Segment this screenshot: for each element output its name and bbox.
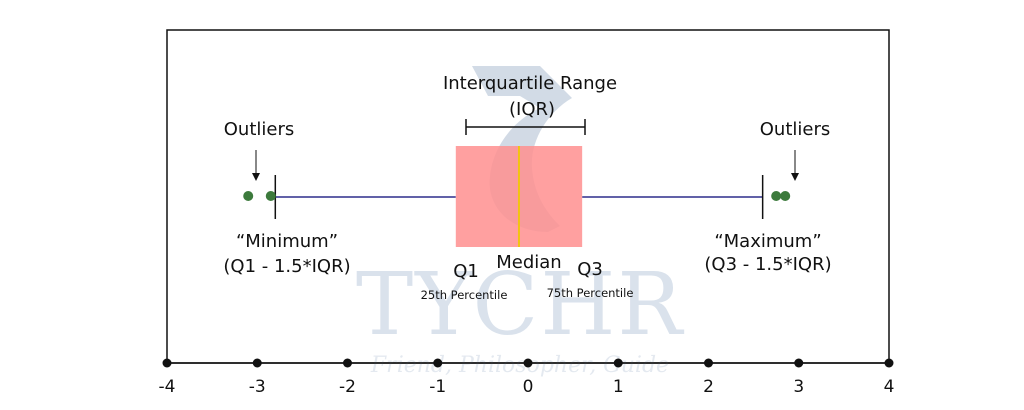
number-line-label: 3: [793, 377, 804, 397]
outliers-left-arrow-icon: [252, 150, 260, 181]
number-line-label: 1: [613, 377, 624, 397]
outliers-left-label: Outliers: [224, 119, 295, 140]
outlier-point: [771, 191, 782, 201]
number-line-point: [162, 358, 172, 368]
median-label: Median: [496, 252, 561, 273]
number-line-point: [343, 358, 352, 368]
outliers-right-label: Outliers: [760, 119, 831, 140]
number-line-label: -1: [429, 377, 446, 397]
number-line-points: [162, 358, 894, 368]
outlier-points: [243, 191, 791, 201]
maximum-formula: (Q3 - 1.5*IQR): [704, 254, 831, 275]
watermark-tagline: Friend, Philosopher, Guide: [370, 353, 669, 378]
minimum-formula: (Q1 - 1.5*IQR): [223, 256, 350, 277]
number-line-label: 0: [523, 377, 534, 397]
outlier-point: [265, 191, 276, 201]
number-line-labels: -4 -3 -2 -1 0 1 2 3 4: [159, 377, 895, 397]
number-line-label: -2: [339, 377, 356, 397]
number-line-point: [884, 358, 894, 368]
outlier-point: [780, 191, 791, 201]
iqr-bracket: [465, 119, 586, 135]
q3-sublabel: 75th Percentile: [547, 286, 634, 300]
number-line-point: [433, 358, 443, 368]
minimum-label: “Minimum”: [236, 231, 338, 252]
outliers-right-arrow-icon: [791, 150, 799, 181]
number-line-point: [794, 358, 804, 368]
number-line-point: [613, 358, 623, 368]
number-line-point: [523, 358, 533, 368]
iqr-title: Interquartile Range: [443, 73, 617, 94]
watermark-brand: TYCHR: [356, 255, 684, 355]
q1-label: Q1: [453, 261, 479, 282]
q3-label: Q3: [577, 259, 603, 280]
number-line-label: 2: [703, 377, 714, 397]
q1-sublabel: 25th Percentile: [421, 288, 508, 302]
outlier-point: [243, 191, 254, 201]
iqr-abbrev: (IQR): [509, 99, 555, 120]
number-line-point: [704, 358, 713, 368]
number-line-point: [252, 358, 262, 368]
number-line-label: 4: [884, 377, 895, 397]
maximum-label: “Maximum”: [714, 231, 821, 252]
number-line-label: -3: [249, 377, 266, 397]
number-line-label: -4: [159, 377, 176, 397]
